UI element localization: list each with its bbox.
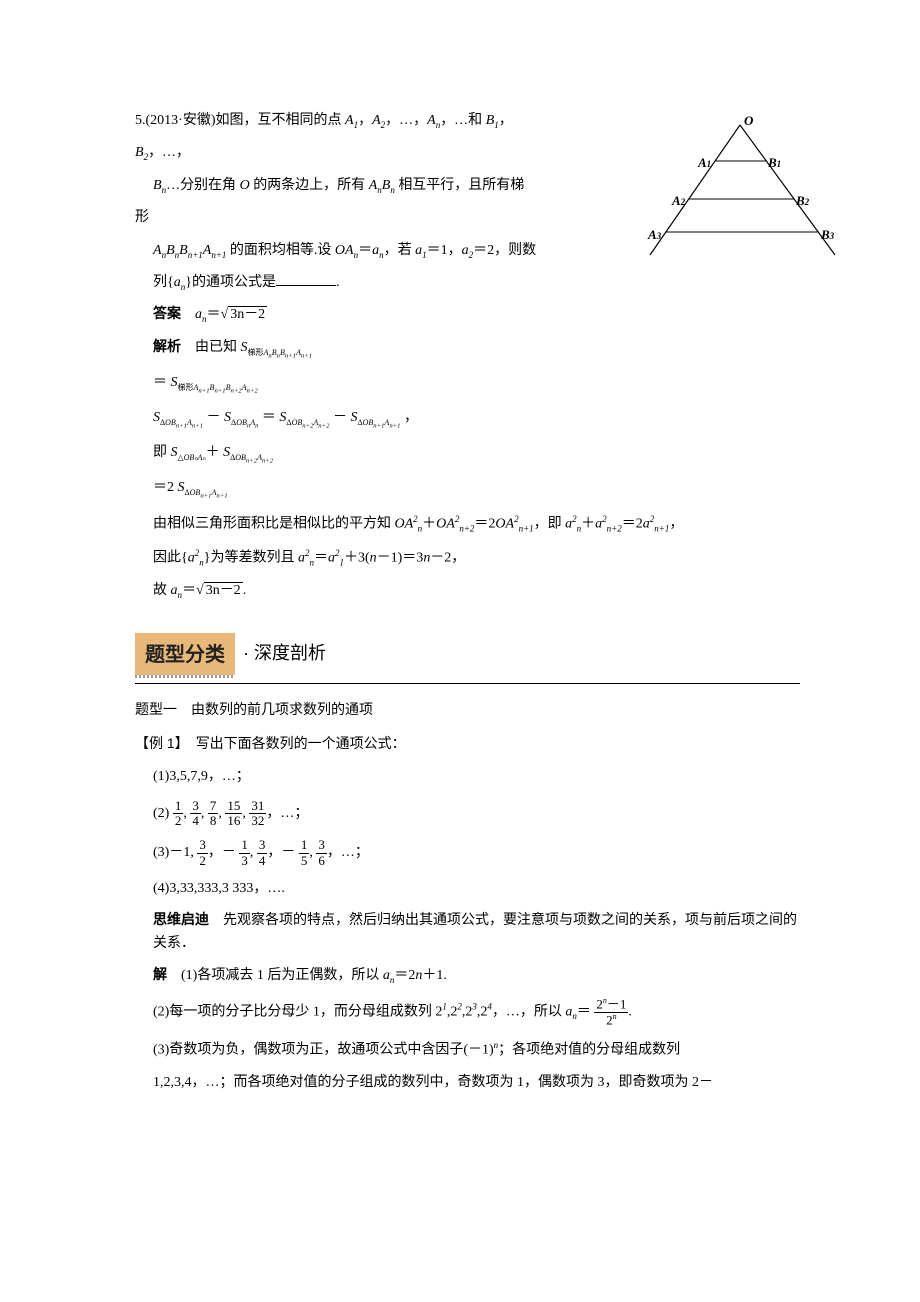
answer-line: 答案 an＝3n－2: [135, 304, 800, 326]
analysis-eq4: ＝2 SΔOBn+1An+1: [153, 477, 800, 502]
problem-stem-line5: 列{an}的通项公式是.: [135, 272, 800, 294]
fig-A1: A1: [698, 153, 711, 174]
ex1-item1: (1)3,5,7,9，…；: [135, 766, 800, 788]
fig-B2: B2: [796, 191, 809, 212]
ex1-item4: (4)3,33,333,3 333，….: [135, 878, 800, 900]
analysis-ratio2: 因此{a2n}为等差数列且 a2n＝a21＋3(n－1)＝3n－2，: [135, 546, 800, 570]
analysis-line1: 解析 由已知 S梯形AnBnBn+1An+1: [135, 337, 800, 362]
section-title: 题型分类: [135, 633, 235, 675]
analysis-ratio3: 故 an＝3n－2.: [135, 580, 800, 602]
fig-O: O: [744, 111, 753, 132]
ex1-sol1: 解 (1)各项减去 1 后为正偶数，所以 an＝2n＋1.: [135, 965, 800, 987]
analysis-eq1: ＝ S梯形An+1Bn+1Bn+2An+2: [153, 372, 800, 397]
section-subtitle: · 深度剖析: [243, 639, 326, 668]
ex1-sol2: (2)每一项的分子比分母少 1，而分母组成数列 21,22,23,24，…，所以…: [135, 997, 800, 1027]
fig-B1: B1: [768, 153, 781, 174]
ex1-sol3b: 1,2,3,4，…；而各项绝对值的分子组成的数列中，奇数项为 1，偶数项为 3，…: [135, 1072, 800, 1094]
ex1-sol3a: (3)奇数项为负，偶数项为正，故通项公式中含因子(－1)n；各项绝对值的分母组成…: [135, 1038, 800, 1062]
fig-A2: A2: [672, 191, 685, 212]
topic-heading: 题型一 由数列的前几项求数列的通项: [135, 700, 800, 722]
analysis-eq2: SΔOBn+1An+1 － SΔOBnAn ＝ SΔOBn+2An+2 － SΔ…: [153, 407, 800, 432]
triangle-figure: O A1 B1 A2 B2 A3 B3: [640, 115, 840, 260]
ex1-item2: (2) 12, 34, 78, 1516, 3132，…；: [135, 799, 800, 829]
ex1-item3: (3)－1, 32，－ 13, 34，－ 15, 36，…；: [135, 838, 800, 868]
example-1: 【例 1】 写出下面各数列的一个通项公式：: [135, 732, 800, 756]
section-header: 题型分类 · 深度剖析: [135, 633, 800, 675]
section-rule: [135, 683, 800, 684]
analysis-ratio1: 由相似三角形面积比是相似比的平方知 OA2n＋OA2n+2＝2OA2n+1，即 …: [135, 512, 800, 536]
fig-B3: B3: [821, 225, 834, 246]
fig-A3: A3: [648, 225, 661, 246]
analysis-eq3: 即 S△OBₙAₙ＋ SΔOBn+2An+2: [153, 442, 800, 467]
ex1-hint: 思维启迪 先观察各项的特点，然后归纳出其通项公式，要注意项与项数之间的关系，项与…: [135, 910, 800, 955]
